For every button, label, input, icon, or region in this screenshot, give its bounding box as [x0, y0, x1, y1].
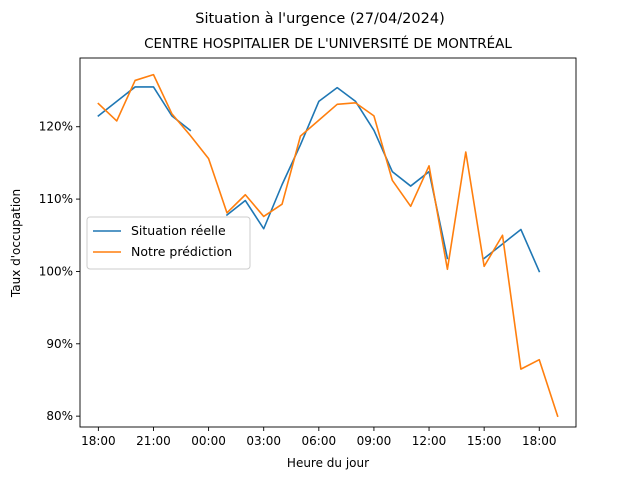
x-tick-label: 15:00 [467, 434, 502, 448]
legend: Situation réelle Notre prédiction [86, 216, 251, 270]
x-tick-label: 12:00 [412, 434, 447, 448]
y-axis-ticks: 80% 90% 100% 110% 120% [39, 120, 80, 423]
series-line-situation-reelle-segment-2 [225, 86, 449, 260]
x-tick-label: 03:00 [246, 434, 281, 448]
series-line-notre-prediction-segment-1 [97, 73, 559, 418]
legend-box [86, 216, 251, 270]
legend-label-situation-reelle: Situation réelle [131, 223, 226, 238]
x-tick-label: 18:00 [81, 434, 116, 448]
y-tick-label: 120% [39, 120, 73, 134]
x-tick-label: 18:00 [522, 434, 557, 448]
x-axis-label: Heure du jour [287, 456, 369, 470]
series-layer [97, 73, 559, 418]
chart-title: CENTRE HOSPITALIER DE L'UNIVERSITÉ DE MO… [144, 35, 512, 52]
y-tick-label: 100% [39, 264, 73, 278]
chart-suptitle: Situation à l'urgence (27/04/2024) [195, 11, 445, 27]
x-axis-ticks: 18:00 21:00 00:00 03:00 06:00 09:00 12:00 15:00… [81, 427, 557, 448]
y-tick-label: 90% [46, 337, 73, 351]
x-tick-label: 21:00 [136, 434, 171, 448]
y-tick-label: 110% [39, 192, 73, 206]
y-tick-label: 80% [46, 409, 73, 423]
x-tick-label: 09:00 [357, 434, 392, 448]
x-tick-label: 06:00 [302, 434, 337, 448]
x-tick-label: 00:00 [191, 434, 226, 448]
legend-label-notre-prediction: Notre prédiction [131, 244, 232, 259]
y-axis-label: Taux d'occupation [9, 189, 23, 298]
